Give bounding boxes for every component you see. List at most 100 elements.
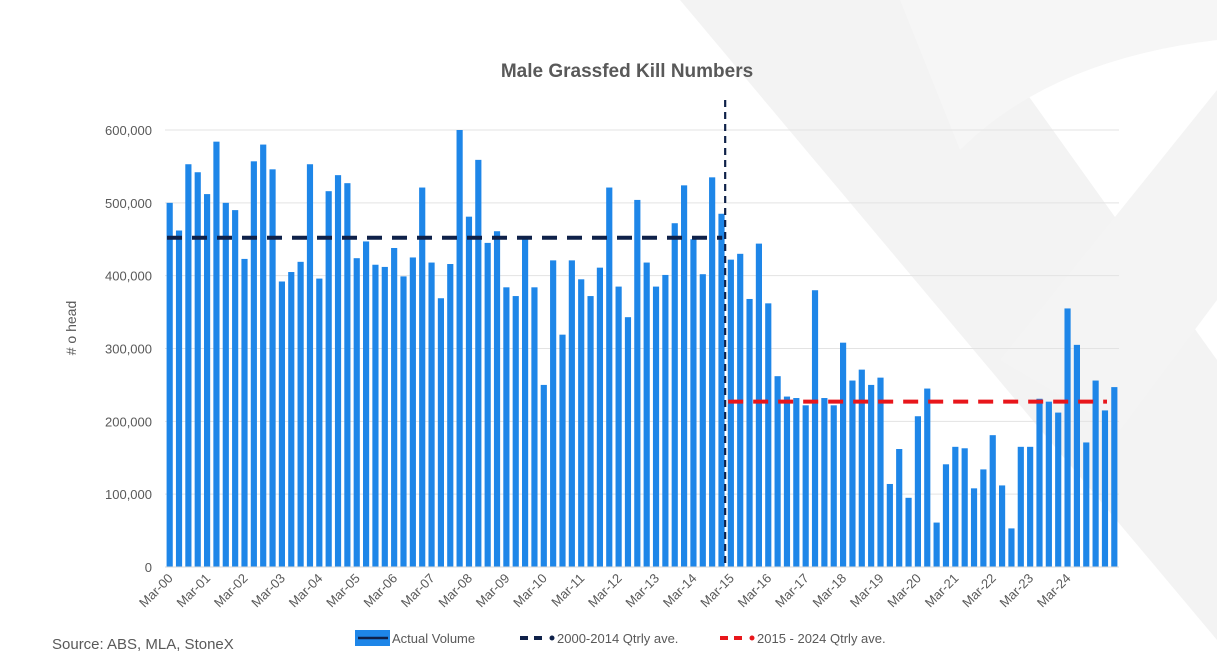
bar bbox=[886, 483, 893, 567]
watermark-logo bbox=[680, 0, 1217, 640]
bar bbox=[185, 164, 192, 567]
bar bbox=[1073, 344, 1080, 567]
x-tick-label: Mar-19 bbox=[847, 571, 887, 611]
x-tick-label: Mar-20 bbox=[884, 571, 924, 611]
x-tick-label: Mar-05 bbox=[323, 571, 363, 611]
bar bbox=[447, 264, 454, 567]
bar bbox=[1111, 387, 1118, 567]
bar bbox=[306, 164, 314, 567]
bar bbox=[596, 267, 603, 567]
bar bbox=[1027, 446, 1034, 567]
bars bbox=[166, 130, 1118, 568]
bar bbox=[278, 281, 285, 567]
y-tick-label: 300,000 bbox=[105, 342, 152, 357]
bar bbox=[522, 237, 529, 567]
x-tick-label: Mar-24 bbox=[1034, 571, 1074, 611]
bar bbox=[774, 376, 781, 567]
bar bbox=[1083, 442, 1090, 567]
source-note: Source: ABS, MLA, StoneX bbox=[52, 636, 234, 653]
bar bbox=[512, 296, 519, 567]
bar bbox=[662, 274, 669, 567]
bar bbox=[840, 342, 847, 567]
bar bbox=[175, 230, 183, 567]
bar bbox=[578, 279, 585, 567]
x-tick-label: Mar-01 bbox=[173, 571, 213, 611]
bar bbox=[409, 257, 416, 567]
bar bbox=[1055, 412, 1062, 567]
average-lines bbox=[167, 100, 1107, 567]
y-tick-label: 200,000 bbox=[105, 414, 152, 429]
bar bbox=[1036, 398, 1043, 567]
bar bbox=[849, 380, 856, 567]
bar bbox=[718, 213, 725, 567]
legend-label: 2000-2014 Qtrly ave. bbox=[557, 631, 678, 646]
bar bbox=[325, 191, 332, 567]
y-axis-ticks: 0 100,000 200,000 300,000 400,000 500,000 600,… bbox=[105, 123, 152, 575]
bar bbox=[353, 258, 360, 567]
bar bbox=[652, 286, 660, 567]
bar bbox=[260, 144, 267, 568]
bar bbox=[381, 266, 388, 567]
bar bbox=[550, 260, 557, 567]
bar bbox=[681, 185, 688, 567]
bar bbox=[166, 202, 173, 568]
gridlines bbox=[165, 129, 1119, 495]
bar bbox=[568, 260, 575, 567]
bar bbox=[961, 448, 968, 567]
y-tick-label: 600,000 bbox=[105, 123, 152, 138]
bar bbox=[204, 194, 211, 568]
x-tick-label: Mar-07 bbox=[398, 571, 438, 611]
x-axis-ticks: Mar-00Mar-01Mar-02Mar-03Mar-04Mar-05Mar-… bbox=[136, 571, 1074, 611]
x-tick-label: Mar-11 bbox=[548, 571, 587, 610]
bar bbox=[811, 290, 819, 567]
bar bbox=[232, 210, 239, 567]
x-tick-label: Mar-02 bbox=[211, 571, 251, 611]
x-tick-label: Mar-06 bbox=[361, 571, 401, 611]
bar bbox=[503, 287, 510, 567]
legend-label: 2015 - 2024 Qtrly ave. bbox=[757, 631, 886, 646]
bar bbox=[802, 405, 809, 567]
bar bbox=[587, 296, 594, 567]
y-tick-label: 500,000 bbox=[105, 196, 152, 211]
bar bbox=[942, 464, 950, 567]
bar bbox=[437, 298, 444, 567]
bar bbox=[999, 485, 1006, 567]
x-tick-label: Mar-23 bbox=[997, 571, 1037, 611]
x-tick-label: Mar-17 bbox=[772, 571, 812, 611]
x-tick-label: Mar-22 bbox=[959, 571, 999, 611]
bar bbox=[858, 369, 865, 567]
y-tick-label: 400,000 bbox=[105, 269, 152, 284]
legend-swatch-dot bbox=[549, 635, 555, 641]
x-tick-label: Mar-14 bbox=[660, 571, 700, 611]
bar bbox=[970, 488, 978, 567]
bar bbox=[456, 130, 463, 567]
bar bbox=[933, 522, 940, 567]
bar bbox=[363, 241, 370, 567]
x-tick-label: Mar-08 bbox=[435, 571, 475, 611]
bar bbox=[783, 396, 791, 567]
x-tick-label: Mar-16 bbox=[735, 571, 775, 611]
bar bbox=[952, 446, 959, 567]
legend-item-2015-2024-avg: 2015 - 2024 Qtrly ave. bbox=[720, 631, 886, 646]
bar bbox=[737, 253, 744, 568]
x-tick-label: Mar-13 bbox=[622, 571, 662, 611]
x-tick-label: Mar-15 bbox=[697, 571, 737, 611]
bar bbox=[1092, 380, 1099, 567]
bar bbox=[1008, 528, 1015, 567]
bar bbox=[727, 259, 734, 567]
bar bbox=[213, 141, 220, 568]
bar bbox=[624, 317, 632, 567]
bar bbox=[428, 262, 435, 567]
bar bbox=[690, 239, 697, 567]
y-axis-label: # o head bbox=[63, 301, 79, 356]
x-tick-label: Mar-00 bbox=[136, 571, 176, 611]
bar bbox=[980, 469, 987, 567]
bar bbox=[896, 449, 903, 567]
legend-item-actual-volume: Actual Volume bbox=[355, 630, 475, 646]
bar bbox=[877, 377, 884, 567]
bar bbox=[465, 216, 473, 567]
bar bbox=[400, 276, 407, 567]
x-tick-label: Mar-18 bbox=[809, 571, 849, 611]
x-tick-label: Mar-10 bbox=[510, 571, 550, 611]
y-tick-label: 100,000 bbox=[105, 487, 152, 502]
